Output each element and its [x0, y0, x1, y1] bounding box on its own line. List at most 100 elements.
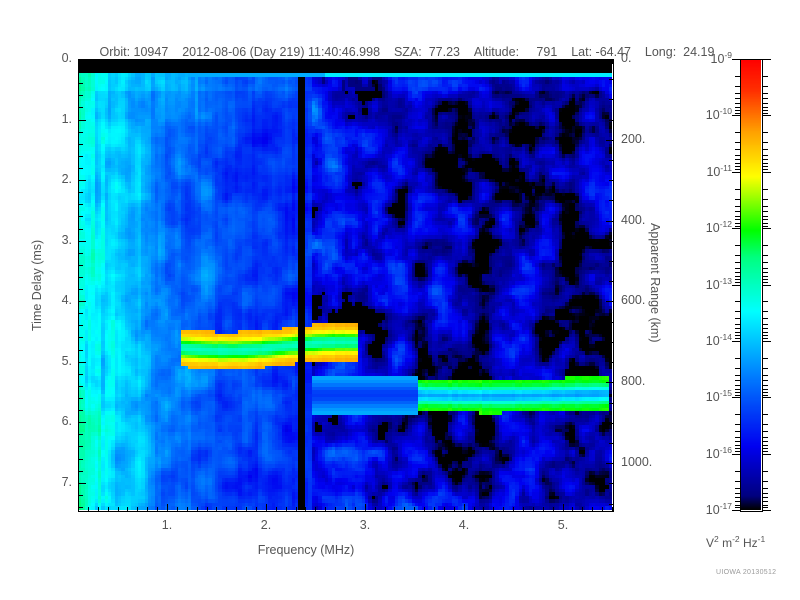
colorbar-tick-label: 10-11 [706, 163, 732, 180]
x-axis-tick-label: 5. [557, 518, 569, 532]
x-axis-top-minor-tick [207, 60, 208, 64]
colorbar-minor-tick [735, 395, 740, 396]
colorbar-minor-tick [735, 324, 740, 325]
x-axis-minor-tick [187, 507, 188, 511]
x-axis-minor-tick [523, 507, 524, 511]
x-axis-top-minor-tick [543, 60, 544, 64]
x-axis-top-minor-tick [503, 60, 504, 64]
y-axis-minor-tick [79, 325, 83, 326]
colorbar-minor-tick-right [763, 368, 768, 369]
colorbar-minor-tick-right [763, 505, 768, 506]
x-axis-top-minor-tick [286, 60, 287, 64]
colorbar-minor-tick-right [763, 216, 768, 217]
x-axis-minor-tick [325, 507, 326, 511]
colorbar-minor-tick [735, 311, 740, 312]
colorbar-minor-tick [735, 501, 740, 502]
colorbar-minor-tick-right [763, 226, 768, 227]
colorbar-minor-tick [735, 282, 740, 283]
x-axis-top-minor-tick [197, 60, 198, 64]
x-axis-minor-tick [424, 507, 425, 511]
x-axis-minor-tick [137, 507, 138, 511]
colorbar-minor-tick-right [763, 424, 768, 425]
x-axis-top-minor-tick [553, 60, 554, 64]
y2-axis-minor-tick [609, 160, 613, 161]
y-axis-minor-tick [79, 386, 83, 387]
x-axis-minor-tick [474, 507, 475, 511]
colorbar-minor-tick-right [763, 219, 768, 220]
colorbar-minor-tick-right [763, 501, 768, 502]
x-axis-minor-tick [207, 507, 208, 511]
colorbar-minor-tick [735, 169, 740, 170]
colorbar-major-tick [732, 397, 740, 398]
x-axis-tick-label: 4. [458, 518, 470, 532]
colorbar-major-tick-right [763, 59, 771, 60]
colorbar-major-tick-right [763, 341, 771, 342]
sza-value: 77.23 [428, 45, 460, 59]
colorbar-minor-tick-right [763, 395, 768, 396]
colorbar-minor-tick-right [763, 279, 768, 280]
colorbar-minor-tick-right [763, 76, 768, 77]
x-axis-top-minor-tick [345, 60, 346, 64]
x-axis-top-minor-tick [444, 60, 445, 64]
y2-axis-minor-tick [609, 120, 613, 121]
x-axis-top-minor-tick [246, 60, 247, 64]
colorbar-minor-tick [735, 103, 740, 104]
x-axis-minor-tick [236, 507, 237, 511]
y2-axis-tick-label: 0. [621, 51, 632, 65]
x-axis-minor-tick [394, 507, 395, 511]
colorbar-minor-tick-right [763, 163, 768, 164]
x-axis-top-minor-tick [216, 60, 217, 64]
y2-axis-minor-tick [609, 99, 613, 100]
header-info-line: Orbit: 10947 2012-08-06 (Day 219) 11:40:… [0, 31, 800, 73]
colorbar-minor-tick [735, 245, 740, 246]
colorbar-minor-tick [735, 166, 740, 167]
colorbar-minor-tick-right [763, 324, 768, 325]
colorbar-major-tick-right [763, 172, 771, 173]
colorbar-minor-tick [735, 392, 740, 393]
y2-axis-minor-tick [609, 362, 613, 363]
colorbar-minor-tick-right [763, 211, 768, 212]
x-axis-top-major-tick [365, 60, 366, 67]
long-value: 24.19 [683, 45, 715, 59]
colorbar-minor-tick [735, 206, 740, 207]
y-axis-major-tick [79, 301, 86, 302]
y-axis-minor-tick [79, 204, 83, 205]
colorbar-minor-tick-right [763, 441, 768, 442]
x-axis-minor-tick [127, 507, 128, 511]
y2-axis-tick-label: 200. [621, 132, 646, 146]
colorbar-minor-tick [735, 163, 740, 164]
colorbar-minor-tick-right [763, 113, 768, 114]
y-axis-tick-label: 7. [61, 475, 72, 489]
x-axis-title: Frequency (MHz) [257, 543, 355, 557]
colorbar-tick-label: 10-9 [710, 50, 732, 67]
colorbar-major-tick [732, 341, 740, 342]
y2-axis-minor-tick [609, 241, 613, 242]
colorbar-minor-tick-right [763, 272, 768, 273]
x-axis-minor-tick [553, 507, 554, 511]
y-axis-tick-label: 4. [61, 293, 72, 307]
colorbar-minor-tick-right [763, 335, 768, 336]
x-axis-top-minor-tick [612, 60, 613, 64]
colorbar-minor-tick-right [763, 169, 768, 170]
colorbar-minor-tick [735, 76, 740, 77]
y-axis-minor-tick [79, 83, 83, 84]
colorbar-minor-tick-right [763, 311, 768, 312]
y-axis-minor-tick [79, 410, 83, 411]
x-axis-top-minor-tick [404, 60, 405, 64]
x-axis-minor-tick [216, 507, 217, 511]
y-axis-minor-tick [79, 277, 83, 278]
y-axis-major-tick [79, 362, 86, 363]
colorbar-minor-tick [735, 335, 740, 336]
x-axis-minor-tick [296, 507, 297, 511]
y2-axis-minor-tick [609, 403, 613, 404]
orbit-value: 10947 [133, 45, 169, 59]
colorbar-minor-tick [735, 507, 740, 508]
colorbar-minor-tick-right [763, 206, 768, 207]
y2-axis-tick-label: 800. [621, 374, 646, 388]
y-axis-tick-label: 5. [61, 354, 72, 368]
colorbar-minor-tick [735, 328, 740, 329]
x-axis-minor-tick [385, 507, 386, 511]
y2-axis-major-tick [606, 463, 613, 464]
x-axis-top-minor-tick [296, 60, 297, 64]
x-axis-minor-tick [305, 507, 306, 511]
